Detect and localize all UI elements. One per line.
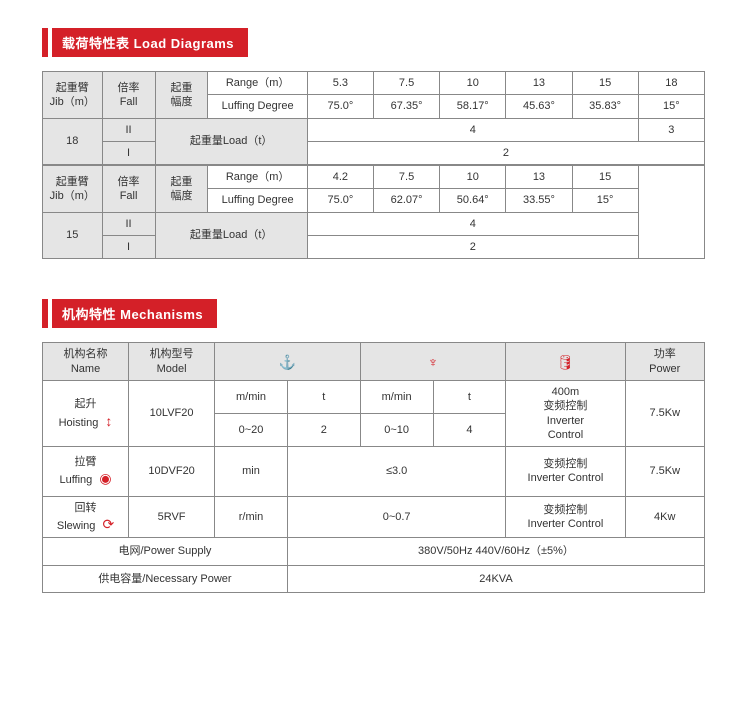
cell: m/min [215,380,288,413]
deg-val: 75.0° [307,95,373,118]
range-val: 10 [440,72,506,95]
luffing-label: 拉臂Luffing [59,456,96,486]
mechanisms-table: 机构名称Name 机构型号Model ⚓ ♆ 🛢 功率Power 起升Hoist… [42,342,705,593]
supply-label: 电网/Power Supply [43,538,288,565]
range-val: 5.3 [307,72,373,95]
h-jib: 起重臂Jib（m） [43,72,103,119]
h-power: 功率Power [625,343,705,381]
supply-val: 380V/50Hz 440V/60Hz（±5%） [287,538,704,565]
fall-II: II [102,212,155,235]
fall-I: I [102,236,155,259]
load-I: 2 [307,236,638,259]
load-diagrams-header: 载荷特性表 Load Diagrams [42,28,705,57]
deg-val: 67.35° [373,95,439,118]
load-table-18: 起重臂Jib（m） 倍率Fall 起重幅度 Range（m） 5.3 7.5 1… [42,71,705,165]
h-name: 机构名称Name [43,343,129,381]
hoisting-model: 10LVF20 [129,380,215,446]
necessary-label: 供电容量/Necessary Power [43,565,288,592]
h-luff: 起重幅度 [155,166,208,213]
range-val: 13 [506,166,572,189]
deg-val: 45.63° [506,95,572,118]
empty-cell [638,166,704,259]
drum-icon: 🛢 [506,343,625,381]
h-fall: 倍率Fall [102,166,155,213]
hoisting-label: 起升Hoisting [59,398,99,428]
header-bar [42,299,48,328]
fall-I: I [102,141,155,164]
deg-val: 15° [638,95,704,118]
luffing-ctrl: 变频控制Inverter Control [506,447,625,497]
header-bar [42,28,48,57]
h-luff: 起重幅度 [155,72,208,119]
deg-val: 35.83° [572,95,638,118]
h-model: 机构型号Model [129,343,215,381]
deg-val: 75.0° [307,189,373,212]
cell: m/min [360,380,433,413]
hoisting-ctrl: 400m变频控制InverterControl [506,380,625,446]
cell: 2 [287,414,360,447]
deg-val: 62.07° [373,189,439,212]
range-val: 7.5 [373,166,439,189]
jib-val: 18 [43,118,103,165]
load-table-15: 起重臂Jib（m） 倍率Fall 起重幅度 Range（m） 4.2 7.5 1… [42,165,705,259]
slewing-ctrl: 变频控制Inverter Control [506,496,625,538]
slewing-model: 5RVF [129,496,215,538]
range-label: Range（m） [208,72,307,95]
range-val: 7.5 [373,72,439,95]
header-label: 载荷特性表 Load Diagrams [52,28,248,57]
luffing-model: 10DVF20 [129,447,215,497]
range-val: 15 [572,72,638,95]
cell: 4 [433,414,506,447]
luffing-icon: ◉ [99,470,111,486]
deg-val: 33.55° [506,189,572,212]
hook-double-icon: ♆ [360,343,506,381]
range-val: 10 [440,166,506,189]
cell: 0~10 [360,414,433,447]
hoisting-power: 7.5Kw [625,380,705,446]
mechanisms-header: 机构特性 Mechanisms [42,299,705,328]
cell: 0~20 [215,414,288,447]
load-II: 4 [307,212,638,235]
hoisting-name: 起升Hoisting ↕ [43,380,129,446]
jib-val: 15 [43,212,103,259]
range-val: 15 [572,166,638,189]
h-fall: 倍率Fall [102,72,155,119]
luffing-val: ≤3.0 [287,447,505,497]
fall-II: II [102,118,155,141]
load-II-span: 4 [307,118,638,141]
deg-val: 15° [572,189,638,212]
necessary-val: 24KVA [287,565,704,592]
slewing-val: 0~0.7 [287,496,505,538]
luffing-unit: min [215,447,288,497]
cell: t [433,380,506,413]
hoisting-icon: ↕ [105,413,112,429]
load-II-last: 3 [638,118,704,141]
range-val: 13 [506,72,572,95]
range-label: Range（m） [208,166,307,189]
range-val: 4.2 [307,166,373,189]
h-jib: 起重臂Jib（m） [43,166,103,213]
hook-single-icon: ⚓ [215,343,361,381]
deg-val: 50.64° [440,189,506,212]
load-I: 2 [307,141,704,164]
header-label: 机构特性 Mechanisms [52,299,217,328]
luffing-power: 7.5Kw [625,447,705,497]
deg-label: Luffing Degree [208,189,307,212]
slewing-icon: ⟳ [102,516,114,532]
load-label: 起重量Load（t） [155,212,307,259]
slewing-unit: r/min [215,496,288,538]
deg-label: Luffing Degree [208,95,307,118]
load-label: 起重量Load（t） [155,118,307,165]
range-val: 18 [638,72,704,95]
slewing-label: 回转Slewing [57,502,97,532]
luffing-name: 拉臂Luffing ◉ [43,447,129,497]
slewing-name: 回转Slewing ⟳ [43,496,129,538]
deg-val: 58.17° [440,95,506,118]
cell: t [287,380,360,413]
slewing-power: 4Kw [625,496,705,538]
